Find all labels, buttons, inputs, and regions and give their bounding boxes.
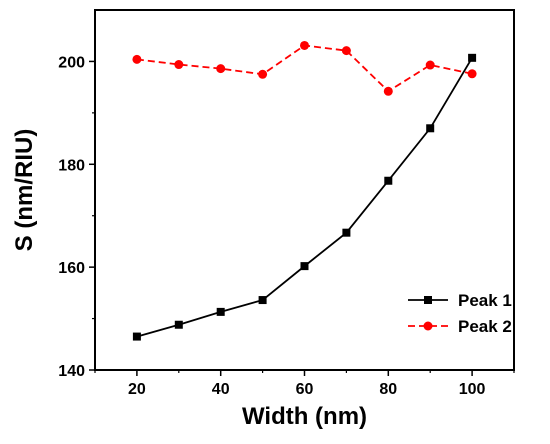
data-point [258, 296, 267, 305]
data-point [216, 307, 225, 316]
series-peak-2 [132, 40, 477, 96]
legend-label-peak-1: Peak 1 [458, 291, 512, 310]
plot-area [94, 9, 515, 371]
series-layer [132, 40, 477, 341]
data-point [383, 86, 393, 96]
legend-item-peak-1: Peak 1 [408, 291, 512, 310]
legend-label-peak-2: Peak 2 [458, 317, 512, 336]
data-point [300, 40, 309, 50]
y-axis-title: S (nm/RIU) [11, 129, 38, 252]
x-tick-label: 60 [296, 381, 314, 398]
data-point [174, 60, 184, 70]
y-tick-label: 180 [58, 157, 85, 174]
x-tick-label: 20 [128, 381, 146, 398]
x-tick-label: 80 [379, 381, 397, 398]
series-line-peak-1 [136, 57, 473, 338]
legend: Peak 1 Peak 2 [408, 291, 512, 336]
data-point [468, 53, 477, 62]
data-point [258, 69, 268, 79]
legend-marker-peak-1 [424, 296, 432, 304]
data-point [426, 124, 435, 133]
data-point [384, 176, 393, 185]
data-point [132, 332, 141, 341]
data-point [132, 54, 142, 64]
data-point [174, 320, 183, 329]
series-peak-1 [132, 53, 477, 341]
legend-marker-peak-2 [423, 321, 433, 331]
y-tick-label: 200 [58, 54, 85, 71]
data-point [467, 69, 477, 79]
series-line-peak-2 [136, 44, 473, 93]
data-point [425, 60, 435, 70]
y-tick-label: 160 [58, 260, 85, 277]
x-tick-label: 40 [212, 381, 230, 398]
x-axis: 20 40 60 80 100 [94, 370, 515, 398]
legend-item-peak-2: Peak 2 [408, 317, 512, 336]
data-point [342, 228, 351, 237]
data-point [300, 262, 309, 271]
data-point [216, 64, 226, 74]
y-tick-label: 140 [58, 363, 85, 380]
data-point [341, 46, 351, 56]
x-axis-title: Width (nm) [242, 403, 367, 430]
plot-frame [94, 9, 515, 371]
y-axis: 140 160 180 200 [58, 54, 95, 380]
x-tick-label: 100 [459, 381, 486, 398]
